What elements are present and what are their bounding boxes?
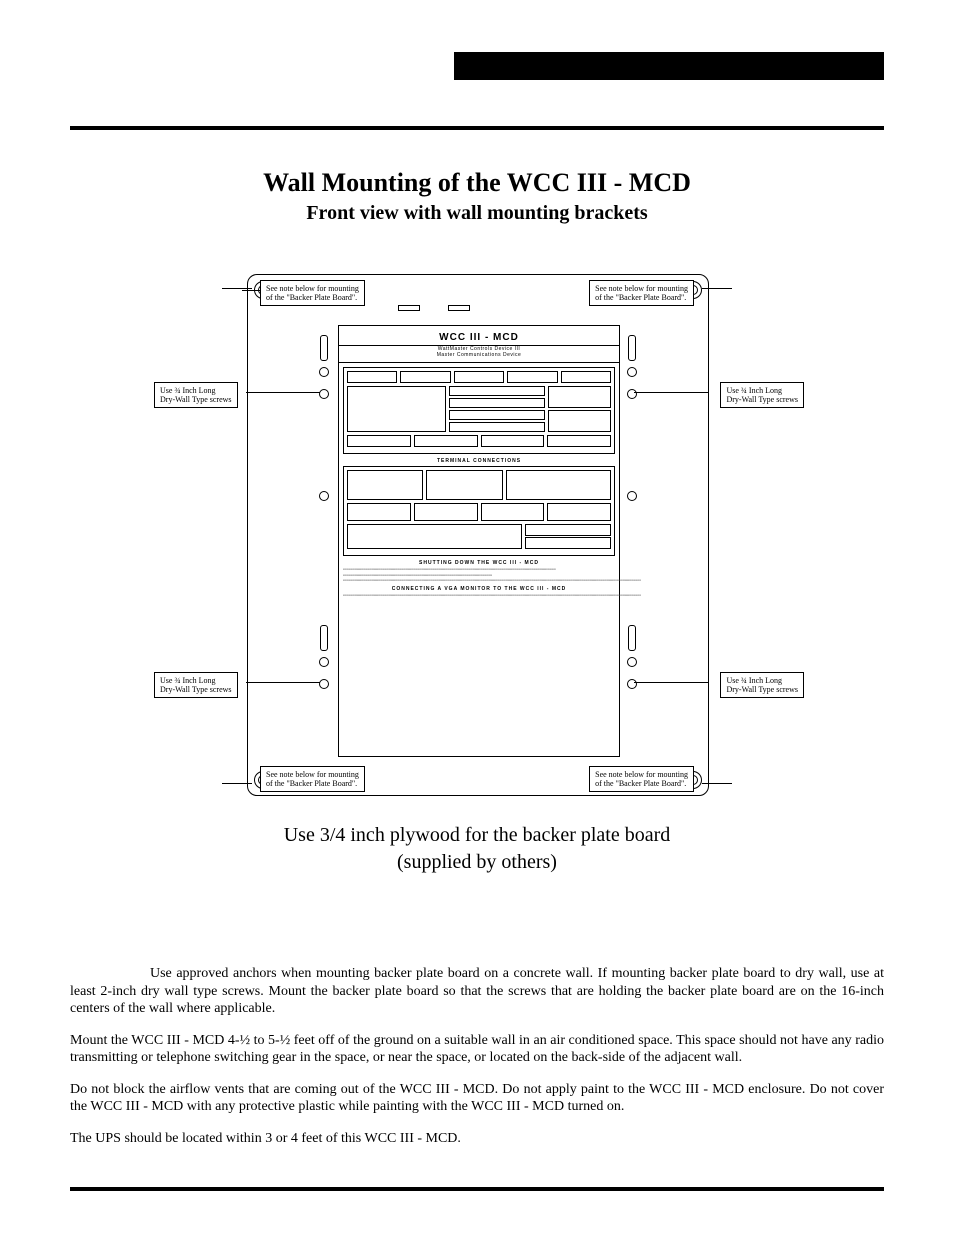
leader-sr2 xyxy=(634,682,708,683)
panel-tiny-3: ▪▪▪▪▪▪▪▪▪▪▪▪▪▪▪▪▪▪▪▪▪▪▪▪▪▪▪▪▪▪▪▪▪▪▪▪▪▪▪▪… xyxy=(343,579,615,583)
panel-tiny-4: ▪▪▪▪▪▪▪▪▪▪▪▪▪▪▪▪▪▪▪▪▪▪▪▪▪▪▪▪▪▪▪▪▪▪▪▪▪▪▪▪… xyxy=(343,594,615,598)
panel-title: WCC III - MCD xyxy=(339,326,619,346)
leader-sl1 xyxy=(246,392,320,393)
slot-r1 xyxy=(628,335,636,361)
smallscrew-l5 xyxy=(319,679,329,689)
smallscrew-r4 xyxy=(627,657,637,667)
callout-backer-tl: See note below for mountingof the "Backe… xyxy=(260,280,365,306)
smallscrew-r5 xyxy=(627,679,637,689)
para-1: Use approved anchors when mounting backe… xyxy=(70,965,884,1018)
panel-sec1: TERMINAL CONNECTIONS xyxy=(343,458,615,464)
panel-sec3: CONNECTING A VGA MONITOR TO THE WCC III … xyxy=(343,586,615,592)
caption-line1: Use 3/4 inch plywood for the backer plat… xyxy=(284,824,671,846)
diagram-caption: Use 3/4 inch plywood for the backer plat… xyxy=(70,822,884,876)
smallscrew-l2 xyxy=(319,389,329,399)
smallscrew-l3 xyxy=(319,491,329,501)
slot-l2 xyxy=(320,625,328,651)
smallscrew-l4 xyxy=(319,657,329,667)
panel-sub2: Master Communications Device xyxy=(437,352,522,358)
callout-backer-bl: See note below for mountingof the "Backe… xyxy=(260,766,365,792)
enclosure-outline: WCC III - MCD WattMaster Controls Device… xyxy=(247,274,709,796)
slot-r2 xyxy=(628,625,636,651)
panel-body: TERMINAL CONNECTIONS xyxy=(339,363,619,603)
smallscrew-r1 xyxy=(627,367,637,377)
callout-screw-l1: Use ¾ Inch LongDry-Wall Type screws xyxy=(154,382,238,408)
leader-corner-tr xyxy=(702,288,732,289)
leader-corner-br xyxy=(702,783,732,784)
leader-corner-bl xyxy=(222,783,252,784)
callout-backer-br: See note below for mountingof the "Backe… xyxy=(589,766,694,792)
panel-tiny-1: ▪▪▪▪▪▪▪▪▪▪▪▪▪▪▪▪▪▪▪▪▪▪▪▪▪▪▪▪▪▪▪▪▪▪▪▪▪▪▪▪… xyxy=(343,568,615,572)
top-rule xyxy=(70,126,884,130)
panel-tiny-2: ▪▪▪▪▪▪▪▪▪▪▪▪▪▪▪▪▪▪▪▪▪▪▪▪▪▪▪▪▪▪▪▪▪▪▪▪▪▪▪▪… xyxy=(343,574,615,578)
leader-sr1 xyxy=(634,392,708,393)
para-3: Do not block the airflow vents that are … xyxy=(70,1081,884,1116)
callout-backer-tr: See note below for mountingof the "Backe… xyxy=(589,280,694,306)
smallscrew-r2 xyxy=(627,389,637,399)
panel-sec2: SHUTTING DOWN THE WCC III - MCD xyxy=(343,560,615,566)
smallscrew-l1 xyxy=(319,367,329,377)
title-main: Wall Mounting of the WCC III - MCD xyxy=(70,168,884,198)
header-black-bar xyxy=(454,52,884,80)
callout-screw-l2: Use ¾ Inch LongDry-Wall Type screws xyxy=(154,672,238,698)
body-text: Use approved anchors when mounting backe… xyxy=(70,965,884,1161)
page: Wall Mounting of the WCC III - MCD Front… xyxy=(0,0,954,1235)
caption-line2: (supplied by others) xyxy=(397,851,557,873)
leader-tl xyxy=(242,290,260,291)
callout-screw-r1: Use ¾ Inch LongDry-Wall Type screws xyxy=(720,382,804,408)
leader-corner-tl xyxy=(222,288,252,289)
title-block: Wall Mounting of the WCC III - MCD Front… xyxy=(70,168,884,225)
faceplate-panel: WCC III - MCD WattMaster Controls Device… xyxy=(338,325,620,757)
slot-l1 xyxy=(320,335,328,361)
para-2: Mount the WCC III - MCD 4-½ to 5-½ feet … xyxy=(70,1032,884,1067)
top-slot-1 xyxy=(398,305,420,311)
title-sub: Front view with wall mounting brackets xyxy=(70,202,884,225)
smallscrew-r3 xyxy=(627,491,637,501)
mounting-diagram: WCC III - MCD WattMaster Controls Device… xyxy=(202,270,752,800)
callout-screw-r2: Use ¾ Inch LongDry-Wall Type screws xyxy=(720,672,804,698)
leader-sl2 xyxy=(246,682,320,683)
panel-sub: WattMaster Controls Device III Master Co… xyxy=(339,346,619,363)
para-4: The UPS should be located within 3 or 4 … xyxy=(70,1130,884,1148)
bottom-rule xyxy=(70,1187,884,1191)
top-slot-2 xyxy=(448,305,470,311)
